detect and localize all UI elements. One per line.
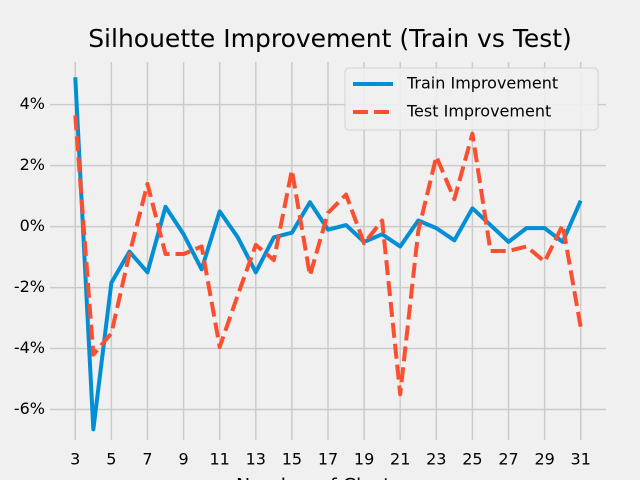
y-tick-label: 4%	[20, 94, 45, 113]
y-tick-label: -6%	[14, 399, 45, 418]
x-tick-label: 23	[426, 450, 446, 469]
x-tick-label: 19	[354, 450, 374, 469]
y-tick-label: -2%	[14, 277, 45, 296]
y-tick-label: -4%	[14, 338, 45, 357]
y-tick-label: 0%	[20, 216, 45, 235]
x-tick-label: 21	[390, 450, 410, 469]
chart-title: Silhouette Improvement (Train vs Test)	[88, 24, 572, 53]
y-tick-label: 2%	[20, 155, 45, 174]
x-tick-label: 9	[178, 450, 188, 469]
x-tick-label: 25	[462, 450, 482, 469]
x-tick-label: 15	[282, 450, 302, 469]
x-tick-label: 29	[534, 450, 554, 469]
x-tick-label: 27	[498, 450, 518, 469]
x-tick-label: 3	[70, 450, 80, 469]
x-tick-label: 5	[106, 450, 116, 469]
line	[73, 115, 583, 397]
x-tick-label: 11	[210, 450, 230, 469]
x-tick-label: 7	[142, 450, 152, 469]
x-axis-label: Number of Clusters	[236, 475, 420, 480]
x-tick-label: 17	[318, 450, 338, 469]
x-tick-label: 13	[246, 450, 266, 469]
legend-box	[344, 67, 599, 131]
x-tick-label: 31	[571, 450, 591, 469]
legend-label: Test Improvement	[406, 102, 551, 121]
legend: Train Improvement Test Improvement	[344, 67, 599, 131]
legend-label: Train Improvement	[406, 74, 558, 93]
